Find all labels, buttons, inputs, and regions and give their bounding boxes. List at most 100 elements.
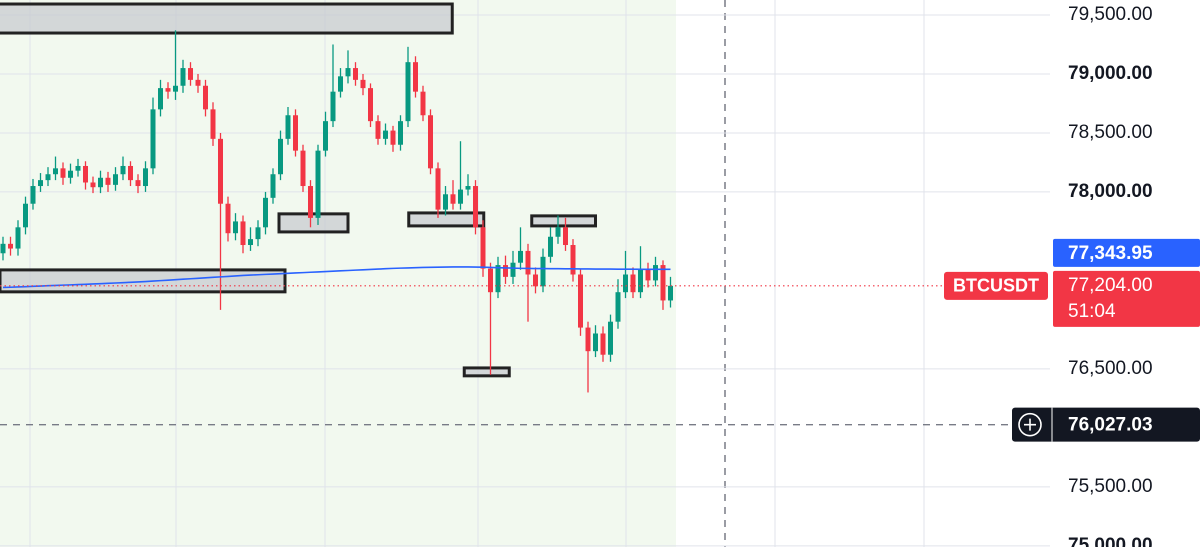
candle-body [90,182,96,188]
candle-body [315,150,321,218]
candle-body [53,168,58,175]
crosshair-add-icon [1024,418,1036,431]
candle-body [638,268,643,293]
candle-body [435,168,441,210]
candle-body [570,245,576,275]
y-tick-label: 78,500.00 [1068,122,1153,143]
candle-body [623,274,628,293]
crosshair-label: 76,027.03 [1068,415,1153,436]
ma-value-box [1053,238,1200,267]
candle-body [473,186,478,228]
candle-body [383,130,388,139]
candle-body [585,327,591,352]
candle-body [398,121,403,145]
candle-body [240,221,246,246]
candle-body [323,121,328,151]
grid [0,14,1050,547]
candle-body [278,138,283,175]
y-tick-label: 78,000.00 [1068,181,1153,202]
candle-body [105,177,111,185]
candle-body [503,265,508,277]
candle-body [330,91,336,122]
candle-body [645,268,651,281]
candle-body [578,274,583,328]
candle-body [660,265,666,301]
symbol-label: BTCUSDT [953,276,1039,296]
candle-body [120,165,126,175]
candle-body [510,262,516,277]
candle-body [338,76,343,92]
candle-body [210,109,216,139]
candle-body [75,165,81,171]
candle-body [293,115,298,151]
y-tick-label: 75,500.00 [1068,476,1153,497]
candle-body [533,274,538,287]
candle-body [180,68,186,86]
crosshair-add-button[interactable] [1018,412,1042,437]
candle-body [405,62,411,122]
ma-value-label: 77,343.95 [1068,243,1153,264]
candle-body [203,85,208,110]
candle-body [248,239,253,246]
candle-body [60,168,66,178]
candle-body [488,268,493,293]
candle-body [360,79,366,89]
candle-body [413,62,418,92]
candle-body [428,115,433,169]
zone-box [277,212,350,234]
candle-body [653,265,658,281]
candle-body [8,243,13,249]
candle-body [218,138,223,204]
moving-average [2,266,671,289]
candle-body [525,250,531,275]
candle-body [345,68,351,77]
last-price-box [1053,270,1200,327]
y-tick-label: 76,500.00 [1068,358,1153,379]
candle-body [23,203,28,228]
candle-body [30,186,36,204]
candle-body [0,243,6,254]
candle-body [128,165,133,181]
candle-body [188,68,193,80]
candle-body [15,227,21,249]
candle-body [195,79,201,86]
crosshair-box [1012,407,1200,442]
candle-body [375,121,381,139]
candle-body [600,333,606,355]
candle-body [233,221,238,234]
candle-body [225,203,231,234]
candle-body [38,180,43,187]
candle-body [420,91,426,116]
candle-body [495,265,501,293]
candle-body [158,88,163,110]
candle-body [593,333,598,352]
zones [0,2,597,378]
candle-body [300,150,306,187]
candle-body [555,227,561,237]
countdown-label: 51:04 [1068,301,1116,322]
candle-body [465,186,471,190]
y-tick-label: 79,500.00 [1068,4,1153,25]
y-tick-label: 75,000.00 [1068,535,1153,547]
candle-body [548,236,553,257]
candle-body [173,85,178,92]
candle-body [615,292,621,322]
candle-body [540,256,546,287]
zone-box [462,366,511,378]
symbol-label-bg [944,271,1048,300]
candle-body [480,227,486,269]
candle-body [45,174,51,181]
candle-body [458,189,463,204]
zone-box [530,214,597,228]
candle-body [98,177,103,188]
candle-body [563,227,568,246]
candle-body [255,227,261,240]
candle-body [263,197,268,228]
last-price-label: 77,204.00 [1068,275,1153,296]
candle-body [608,321,613,355]
price-axis: 75,000.00 75,500.00 76,500.00 78,000.00 78,5… [1012,4,1200,547]
zone-box [0,268,287,294]
candle-body [165,88,171,92]
